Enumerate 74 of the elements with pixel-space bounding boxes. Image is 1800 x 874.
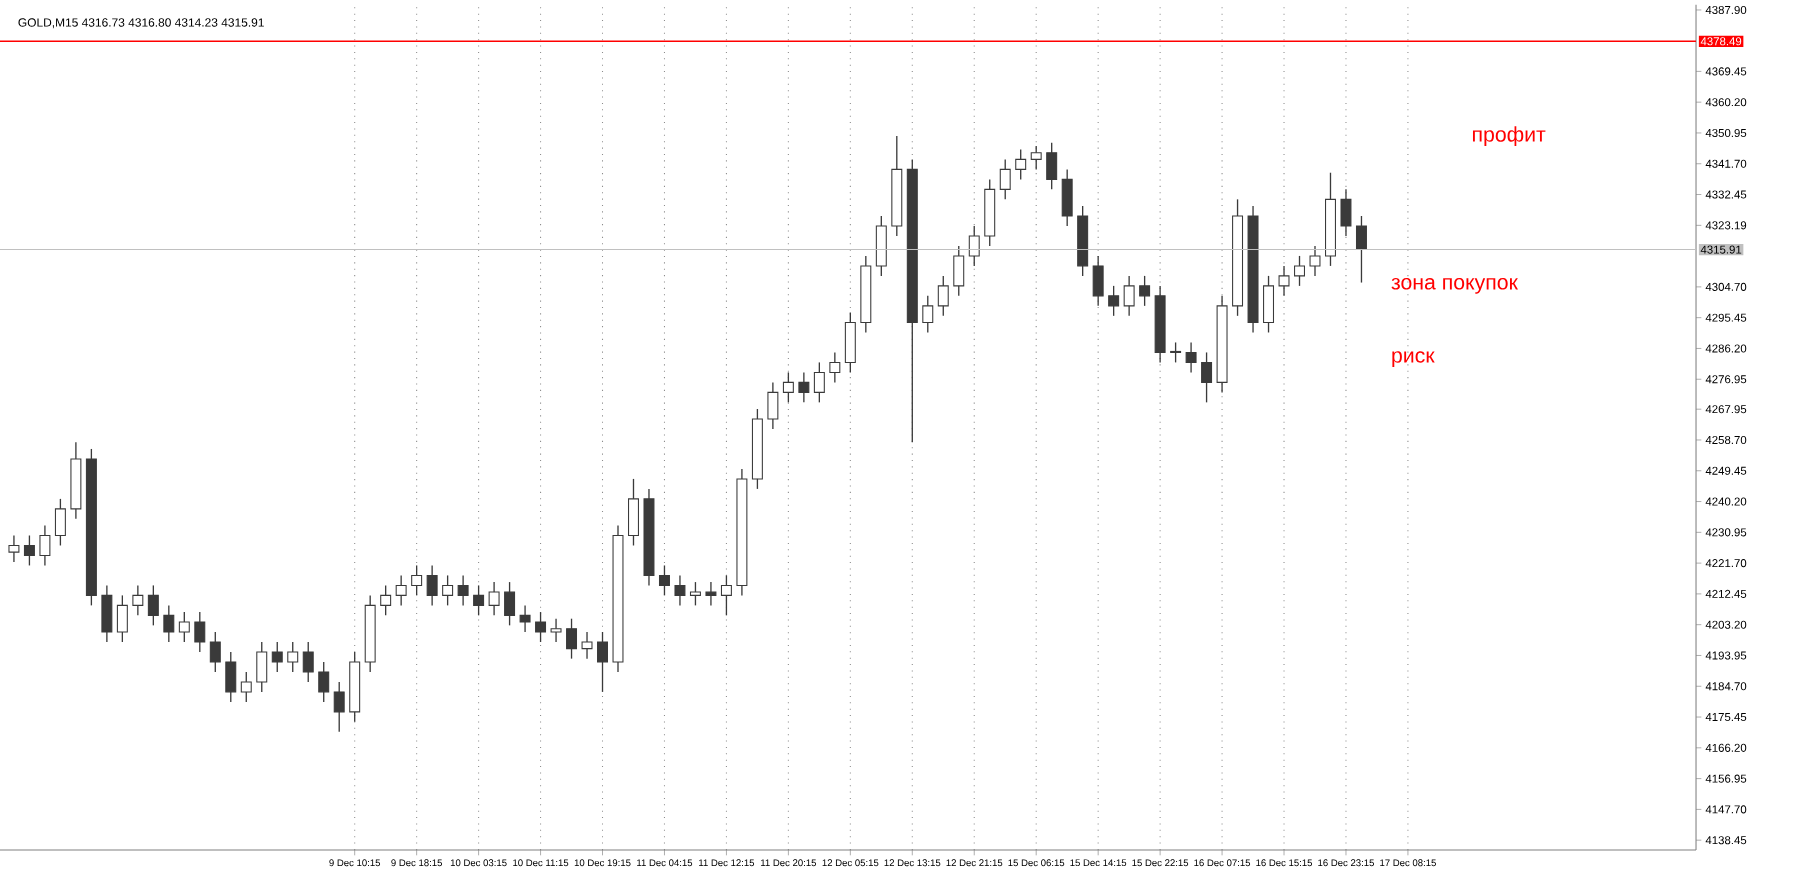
candlestick — [23, 534, 35, 567]
candlestick — [256, 641, 268, 693]
candlestick — [875, 215, 887, 277]
candlestick — [473, 584, 485, 617]
candlestick — [705, 581, 717, 607]
candlestick — [1046, 142, 1058, 191]
candlestick — [720, 574, 732, 617]
candlestick — [395, 574, 407, 607]
candlestick — [1170, 341, 1182, 364]
candlestick — [767, 381, 779, 430]
candlestick — [922, 295, 934, 334]
candlestick — [937, 275, 949, 317]
candlestick — [147, 584, 159, 627]
annotation: зона покупок — [1391, 277, 1518, 294]
candlestick — [271, 641, 283, 673]
candlestick — [550, 618, 562, 643]
candlestick — [782, 371, 794, 404]
candlestick — [426, 564, 438, 607]
candlestick — [813, 361, 825, 404]
candlestick — [225, 651, 237, 703]
candlestick — [658, 564, 670, 597]
candlestick — [1340, 188, 1352, 237]
candlestick — [333, 681, 345, 733]
candlestick — [380, 584, 392, 617]
candlestick — [953, 245, 965, 297]
candlestick — [101, 584, 113, 643]
candlestick — [8, 534, 20, 563]
candlestick — [302, 641, 314, 683]
candlestick — [132, 584, 144, 617]
candlestick — [1139, 275, 1151, 307]
candlestick — [54, 498, 66, 547]
candlestick — [844, 311, 856, 374]
candlestick — [628, 478, 639, 547]
candlestick — [1263, 275, 1275, 334]
candlestick — [999, 158, 1011, 201]
candlestick — [457, 574, 469, 607]
candlestick — [1185, 341, 1197, 374]
candlestick — [178, 611, 190, 643]
candlestick — [1061, 168, 1073, 227]
candlestick — [287, 641, 299, 673]
candlestick — [1309, 245, 1321, 277]
candlestick — [984, 178, 996, 247]
candlestick — [519, 604, 531, 633]
candlestick — [1278, 265, 1290, 297]
candlestick — [488, 581, 500, 617]
annotation: профит — [1472, 126, 1546, 147]
candlestick — [318, 661, 330, 703]
candlestick — [566, 618, 578, 660]
candlestick — [689, 581, 701, 607]
candlestick — [1294, 255, 1305, 287]
candlestick — [1030, 145, 1042, 171]
candlestick — [39, 524, 51, 567]
candlestick — [1355, 215, 1367, 284]
candlestick — [1108, 285, 1120, 317]
candlestick — [1092, 255, 1104, 307]
candlestick — [597, 631, 608, 693]
candlestick — [116, 594, 128, 643]
candlestick — [163, 604, 175, 643]
annotation: риск — [1392, 351, 1435, 368]
candlestick — [968, 225, 980, 267]
candlestick — [240, 671, 252, 703]
candlestick — [798, 371, 810, 404]
candlestick — [1123, 275, 1135, 317]
candlestick — [209, 631, 221, 673]
candlestick — [535, 611, 547, 643]
candlestick — [411, 564, 423, 597]
candlestick — [581, 631, 593, 660]
candlestick — [504, 581, 516, 627]
candlestick — [442, 574, 454, 607]
candlestick — [1015, 148, 1027, 181]
candlestick — [1201, 351, 1213, 404]
candlestick — [829, 351, 841, 384]
candlestick — [194, 611, 206, 653]
candlestick — [674, 574, 686, 607]
